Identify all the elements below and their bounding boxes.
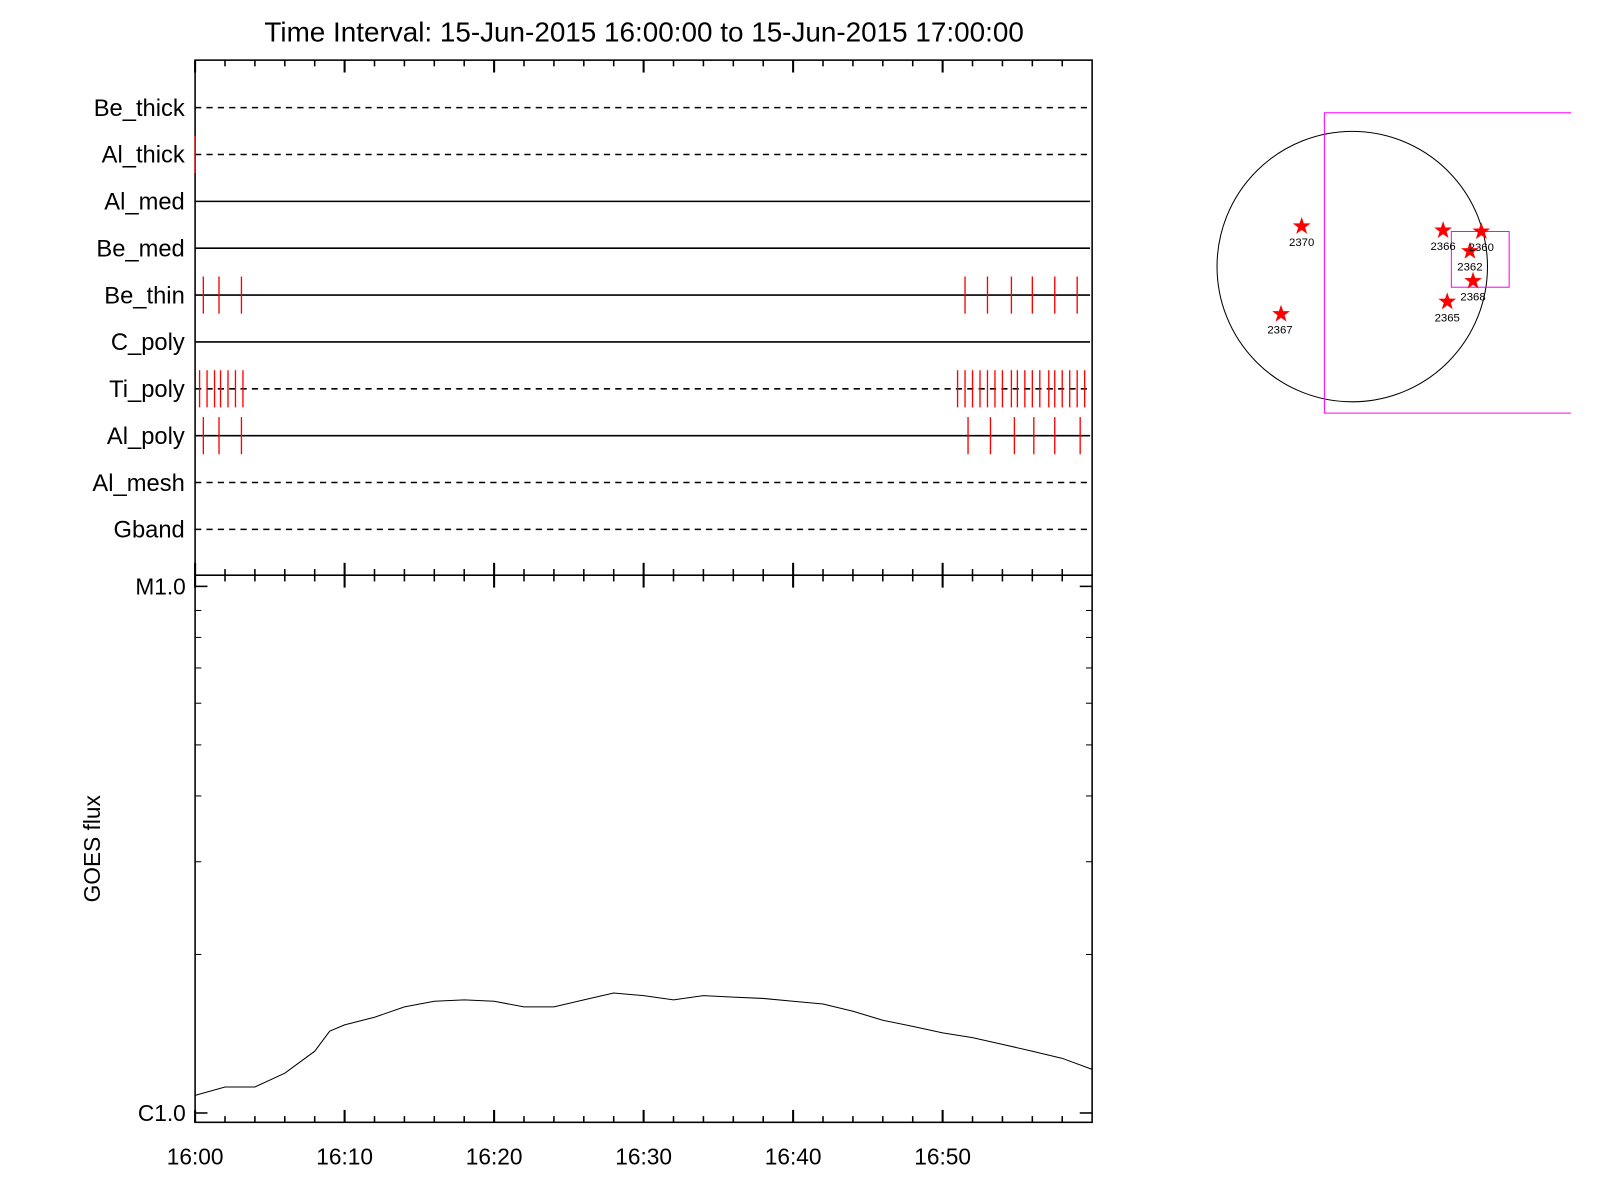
row-label: Al_thick (102, 143, 185, 169)
region-marker (1472, 222, 1491, 240)
region-marker (1464, 271, 1482, 289)
region-label: 2368 (1460, 292, 1485, 304)
row-label: Be_thin (104, 283, 185, 309)
y-tick-label: M1.0 (135, 574, 185, 600)
region-label: 2366 (1430, 241, 1455, 253)
row-label: Ti_poly (109, 377, 185, 403)
row-label: Gband (114, 518, 185, 544)
x-tick-label: 16:00 (167, 1144, 224, 1170)
x-tick-label: 16:30 (615, 1144, 672, 1170)
region-label: 2367 (1267, 325, 1292, 337)
region-marker (1292, 217, 1311, 234)
top-panel-frame (194, 59, 1093, 576)
row-label: Al_med (104, 190, 184, 216)
y-axis-label: GOES flux (79, 795, 105, 903)
x-tick-label: 16:50 (914, 1144, 971, 1170)
row-label: Be_med (96, 236, 184, 262)
row-label: Al_mesh (92, 471, 184, 497)
region-marker (1272, 304, 1290, 322)
region-marker (1434, 221, 1452, 238)
row-label: Al_poly (107, 424, 185, 450)
region-label: 2365 (1435, 312, 1460, 324)
x-tick-label: 16:40 (765, 1144, 822, 1170)
solar-disk (1216, 130, 1488, 403)
region-label: 2360 (1469, 242, 1494, 254)
goes-flux-line (194, 992, 1093, 1096)
row-label: C_poly (111, 330, 185, 356)
solar-map: 2370 2366 2360 2362 2368 2365 2367 (1216, 112, 1572, 414)
chart-title: Time Interval: 15-Jun-2015 16:00:00 to 1… (264, 17, 1023, 48)
y-tick-label: C1.0 (138, 1100, 186, 1126)
x-tick-label: 16:10 (316, 1144, 373, 1170)
region-label: 2362 (1457, 262, 1482, 274)
region-label: 2370 (1289, 237, 1314, 249)
fov-box (1323, 112, 1572, 414)
region-marker (1438, 292, 1457, 310)
x-tick-label: 16:20 (466, 1144, 523, 1170)
row-label: Be_thick (94, 96, 185, 122)
goes-panel-frame (194, 574, 1093, 1124)
